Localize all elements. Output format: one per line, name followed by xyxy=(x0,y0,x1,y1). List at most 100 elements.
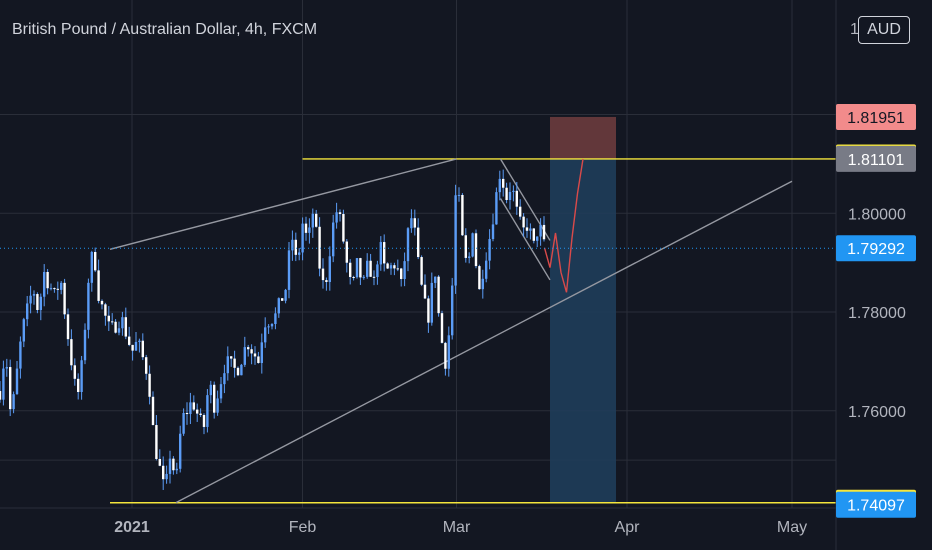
candle-body xyxy=(0,391,2,400)
candle-body xyxy=(301,223,304,253)
candle-body xyxy=(104,304,107,316)
candle-body xyxy=(352,277,355,279)
stop-loss-zone[interactable] xyxy=(550,116,616,159)
candle-body xyxy=(512,190,515,192)
candle-body xyxy=(267,326,270,328)
price-label-text: 1.79292 xyxy=(847,241,905,258)
candle-body xyxy=(447,335,450,369)
candle-body xyxy=(179,433,182,469)
candle-body xyxy=(165,473,168,480)
candle-body xyxy=(243,347,246,365)
candle-body xyxy=(325,280,328,282)
candle-body xyxy=(117,328,121,333)
chart-title[interactable]: British Pound / Australian Dollar, 4h, F… xyxy=(12,21,318,38)
time-axis[interactable]: 2021 Feb Mar Apr May xyxy=(0,507,836,536)
candle-body xyxy=(542,224,546,240)
currency-badge[interactable]: AUD xyxy=(858,16,910,44)
price-label-1.81951: 1.81951 xyxy=(836,103,916,130)
candle-body xyxy=(342,214,345,242)
candle-body xyxy=(213,384,216,413)
candle-body xyxy=(141,340,144,358)
time-tick-label: Feb xyxy=(289,519,317,536)
candle-body xyxy=(478,266,481,290)
position-zones[interactable] xyxy=(550,116,616,503)
time-tick-label: 2021 xyxy=(114,519,150,536)
candle-body xyxy=(474,233,478,267)
candle-body xyxy=(362,276,365,278)
candle-body xyxy=(328,256,331,282)
candle-body xyxy=(128,336,131,345)
candle-body xyxy=(281,298,284,301)
projection[interactable] xyxy=(543,158,584,293)
candle-body xyxy=(97,270,100,301)
candle-body xyxy=(515,190,518,207)
candle-body xyxy=(15,368,19,395)
candle-body xyxy=(66,314,70,340)
candle-body xyxy=(250,349,253,354)
candle-body xyxy=(525,227,529,231)
take-profit-zone[interactable] xyxy=(550,158,616,503)
candle-body xyxy=(189,402,192,415)
price-label-bg xyxy=(836,103,916,130)
candle-body xyxy=(291,239,294,251)
candle-body xyxy=(233,358,236,368)
candle-body xyxy=(508,191,512,201)
candle-body xyxy=(417,227,420,258)
candle-body xyxy=(107,315,110,322)
horizontal-levels[interactable] xyxy=(110,158,836,504)
candle-body xyxy=(437,276,440,314)
candle-body xyxy=(219,384,223,399)
candle-body xyxy=(349,262,352,278)
candle-body xyxy=(145,357,148,374)
candle-body xyxy=(393,265,396,269)
time-tick-label: Apr xyxy=(615,519,641,536)
candle-body xyxy=(481,278,484,290)
candle-body xyxy=(359,258,362,278)
candle-body xyxy=(539,224,542,237)
candle-body xyxy=(114,321,117,333)
candle-body xyxy=(451,285,454,336)
projection-path[interactable] xyxy=(543,158,584,293)
candle-body xyxy=(240,364,243,376)
candle-body xyxy=(90,252,93,283)
candle-body xyxy=(270,324,274,327)
candle-body xyxy=(488,239,491,261)
trendlines[interactable] xyxy=(109,158,793,504)
candle-body xyxy=(338,212,342,215)
candle-body xyxy=(216,398,219,413)
candle-body xyxy=(519,206,522,217)
candle-body xyxy=(196,409,199,414)
candle-body xyxy=(457,194,461,196)
candle-body xyxy=(158,458,161,466)
candle-body xyxy=(2,368,5,400)
candle-body xyxy=(32,294,36,296)
candle-body xyxy=(148,373,151,397)
candle-body xyxy=(471,233,474,257)
candle-body xyxy=(192,402,195,410)
candle-body xyxy=(87,282,90,330)
price-label-bg xyxy=(836,145,916,172)
candle-body xyxy=(461,194,464,236)
trendline-0[interactable] xyxy=(109,158,457,251)
candle-body xyxy=(100,300,104,305)
candle-body xyxy=(175,468,178,471)
candle-body xyxy=(522,216,525,228)
candle-body xyxy=(19,341,22,369)
trendline-1[interactable] xyxy=(175,180,793,504)
candle-body xyxy=(46,271,49,289)
candle-body xyxy=(308,227,311,233)
candle-body xyxy=(260,342,263,364)
candle-body xyxy=(12,394,15,410)
candle-body xyxy=(485,260,488,279)
candle-body xyxy=(63,282,66,315)
candle-body xyxy=(464,235,467,258)
candle-body xyxy=(345,241,348,263)
candle-body xyxy=(386,263,389,269)
candle-body xyxy=(151,396,155,426)
trendline-3[interactable] xyxy=(499,198,551,281)
candle-body xyxy=(366,260,369,277)
candles xyxy=(0,169,546,490)
candle-body xyxy=(321,268,325,281)
candle-body xyxy=(206,395,209,427)
